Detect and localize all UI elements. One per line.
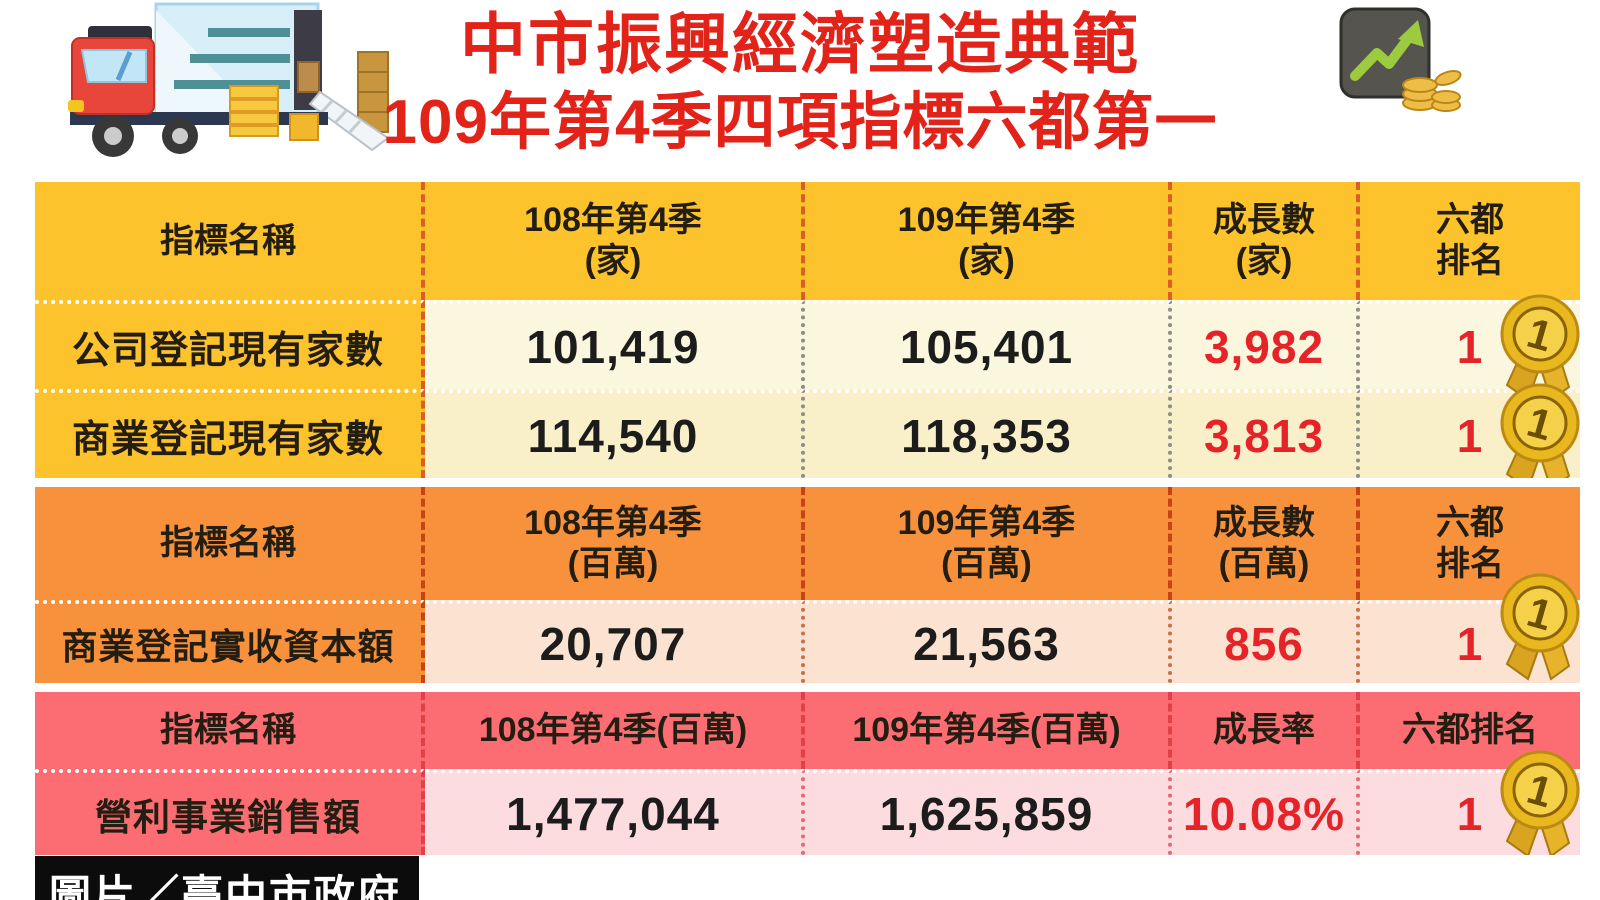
header-cell: 109年第4季 (百萬) <box>805 487 1172 600</box>
header-cell: 108年第4季 (家) <box>425 182 805 300</box>
row-label: 營利事業銷售額 <box>35 769 425 855</box>
header-cell: 指標名稱 <box>35 182 425 300</box>
table-registrations: 指標名稱 108年第4季 (家) 109年第4季 (家) 成長數 (家) 六都 … <box>35 182 1580 478</box>
header-cell: 六都 排名 <box>1360 182 1580 300</box>
coins-icon <box>1402 70 1462 112</box>
caption-bar: 圖片／臺中市政府 <box>35 856 420 900</box>
table-sales: 指標名稱 108年第4季(百萬) 109年第4季(百萬) 成長率 六都排名 營利… <box>35 692 1580 855</box>
value-cell: 101,419 <box>425 300 805 389</box>
growth-chart-icon <box>1339 7 1462 112</box>
value-cell: 118,353 <box>805 389 1172 478</box>
row-label: 商業登記現有家數 <box>35 389 425 478</box>
truck-icon <box>68 2 390 157</box>
growth-cell: 856 <box>1172 600 1360 683</box>
header-cell: 成長數 (家) <box>1172 182 1360 300</box>
value-cell: 1,477,044 <box>425 769 805 855</box>
first-place-medal-icon <box>1488 571 1580 683</box>
header-cell: 六都 排名 <box>1360 487 1580 600</box>
value-cell: 1,625,859 <box>805 769 1172 855</box>
header-cell: 成長數 (百萬) <box>1172 487 1360 600</box>
growth-cell: 3,813 <box>1172 389 1360 478</box>
header-cell: 109年第4季 (家) <box>805 182 1172 300</box>
first-place-medal-icon <box>1488 381 1580 478</box>
row-label: 公司登記現有家數 <box>35 300 425 389</box>
header-cell: 108年第4季(百萬) <box>425 692 805 769</box>
page-title: 中市振興經濟塑造典範 109年第4季四項指標六都第一 <box>0 2 1600 161</box>
header-cell: 指標名稱 <box>35 692 425 769</box>
title-line-1: 中市振興經濟塑造典範 <box>460 7 1140 81</box>
value-cell: 105,401 <box>805 300 1172 389</box>
growth-cell: 3,982 <box>1172 300 1360 389</box>
value-cell: 21,563 <box>805 600 1172 683</box>
row-label: 商業登記實收資本額 <box>35 600 425 683</box>
value-cell: 20,707 <box>425 600 805 683</box>
table-capital: 指標名稱 108年第4季 (百萬) 109年第4季 (百萬) 成長數 (百萬) … <box>35 487 1580 683</box>
header-cell: 成長率 <box>1172 692 1360 769</box>
value-cell: 114,540 <box>425 389 805 478</box>
header-cell: 指標名稱 <box>35 487 425 600</box>
header-cell: 108年第4季 (百萬) <box>425 487 805 600</box>
title-line-2: 109年第4季四項指標六都第一 <box>382 88 1218 158</box>
first-place-medal-icon <box>1488 748 1580 855</box>
header-cell: 六都排名 <box>1360 692 1580 769</box>
header-cell: 109年第4季(百萬) <box>805 692 1172 769</box>
caption-text: 圖片／臺中市政府 <box>49 872 402 900</box>
growth-rate-cell: 10.08% <box>1172 769 1360 855</box>
